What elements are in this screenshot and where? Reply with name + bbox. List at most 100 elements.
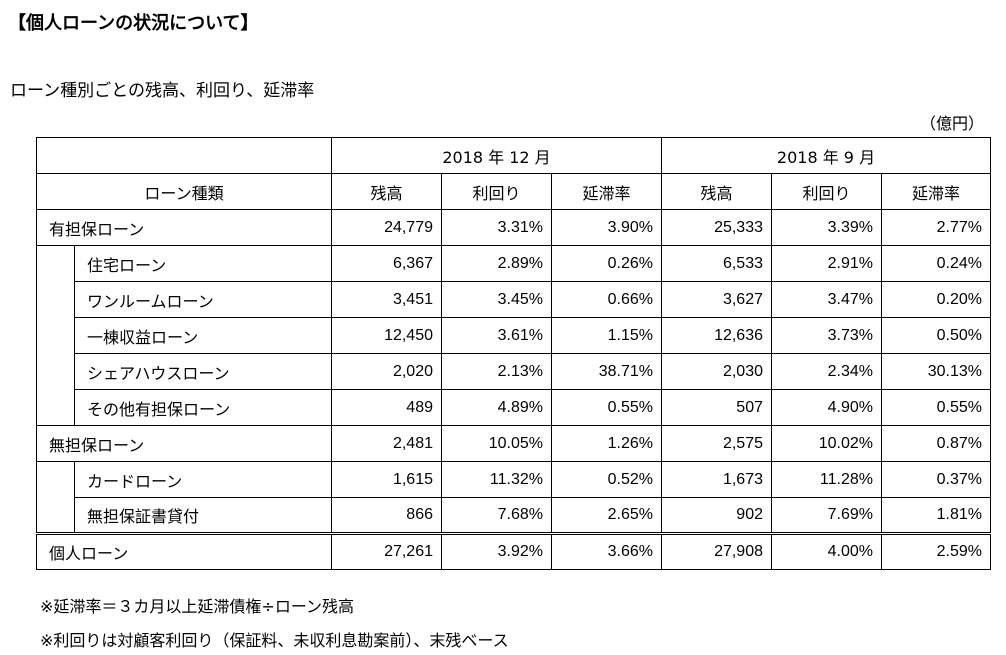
table-row: その他有担保ローン 489 4.89% 0.55% 507 4.90% 0.55… [37, 389, 991, 426]
cell-yield-a: 3.92% [441, 532, 552, 570]
indent-cell [36, 461, 75, 534]
cell-yield-b: 3.47% [771, 281, 882, 318]
cell-balance-b: 12,636 [661, 317, 772, 354]
cell-delinquency-b: 1.81% [881, 497, 991, 534]
cell-yield-a: 3.45% [441, 281, 552, 318]
row-label: 一棟収益ローン [74, 317, 332, 354]
header-delinquency-a: 延滞率 [551, 173, 662, 210]
header-delinquency-b: 延滞率 [881, 173, 991, 210]
cell-yield-a: 3.61% [441, 317, 552, 354]
cell-yield-b: 4.90% [771, 389, 882, 426]
cell-delinquency-b: 0.55% [881, 389, 991, 426]
cell-yield-a: 3.31% [441, 209, 552, 246]
unit-label: （億円） [919, 114, 984, 133]
row-label: カードローン [74, 461, 332, 498]
cell-delinquency-b: 0.24% [881, 245, 991, 282]
cell-delinquency-b: 0.50% [881, 317, 991, 354]
header-row-columns: ローン種類 残高 利回り 延滞率 残高 利回り 延滞率 [36, 173, 991, 210]
table-row: 無担保ローン 2,481 10.05% 1.26% 2,575 10.02% 0… [36, 425, 991, 462]
footnote-yield: ※利回りは対顧客利回り（保証料、未収利息勘案前）、末残ベース [40, 631, 509, 650]
row-label: 個人ローン [36, 532, 332, 570]
table-row: 住宅ローン 6,367 2.89% 0.26% 6,533 2.91% 0.24… [36, 245, 991, 426]
table-row: ワンルームローン 3,451 3.45% 0.66% 3,627 3.47% 0… [37, 281, 991, 318]
header-period-b: 2018 年 9 月 [661, 137, 991, 174]
table-row: カードローン 1,615 11.32% 0.52% 1,673 11.28% 0… [36, 461, 991, 534]
cell-balance-b: 3,627 [661, 281, 772, 318]
cell-yield-a: 4.89% [441, 389, 552, 426]
section-subtitle: ローン種別ごとの残高、利回り、延滞率 [10, 81, 315, 101]
cell-delinquency-a: 0.26% [551, 245, 662, 282]
cell-balance-a: 866 [331, 497, 442, 534]
table-row: 無担保証書貸付 866 7.68% 2.65% 902 7.69% 1.81% [37, 497, 991, 534]
cell-delinquency-a: 3.66% [551, 532, 662, 570]
header-row-period: 2018 年 12 月 2018 年 9 月 [36, 137, 991, 174]
cell-delinquency-a: 2.65% [551, 497, 662, 534]
cell-balance-a: 12,450 [331, 317, 442, 354]
cell-yield-b: 10.02% [771, 425, 882, 462]
cell-yield-a: 2.89% [441, 245, 552, 282]
cell-delinquency-b: 30.13% [881, 353, 991, 390]
cell-balance-b: 27,908 [661, 532, 772, 570]
page-title: 【個人ローンの状況について】 [8, 13, 259, 34]
cell-yield-b: 3.73% [771, 317, 882, 354]
cell-delinquency-b: 2.77% [881, 209, 991, 246]
cell-delinquency-a: 0.55% [551, 389, 662, 426]
cell-balance-a: 6,367 [331, 245, 442, 282]
cell-delinquency-a: 3.90% [551, 209, 662, 246]
cell-balance-b: 2,030 [661, 353, 772, 390]
cell-delinquency-b: 0.20% [881, 281, 991, 318]
table-row: 有担保ローン 24,779 3.31% 3.90% 25,333 3.39% 2… [36, 209, 991, 246]
cell-yield-a: 10.05% [441, 425, 552, 462]
cell-balance-a: 2,481 [331, 425, 442, 462]
cell-balance-a: 1,615 [331, 461, 442, 498]
row-label: 無担保ローン [36, 425, 332, 462]
cell-yield-a: 7.68% [441, 497, 552, 534]
cell-balance-b: 2,575 [661, 425, 772, 462]
row-label: 無担保証書貸付 [74, 497, 332, 534]
header-yield-b: 利回り [771, 173, 882, 210]
cell-balance-a: 27,261 [331, 532, 442, 570]
cell-delinquency-b: 0.87% [881, 425, 991, 462]
cell-balance-b: 6,533 [661, 245, 772, 282]
cell-delinquency-b: 2.59% [881, 532, 991, 570]
header-period-a: 2018 年 12 月 [331, 137, 662, 174]
cell-balance-a: 3,451 [331, 281, 442, 318]
loan-table: 2018 年 12 月 2018 年 9 月 ローン種類 残高 利回り 延滞率 … [36, 137, 991, 570]
cell-yield-a: 11.32% [441, 461, 552, 498]
cell-delinquency-b: 0.37% [881, 461, 991, 498]
row-label: 有担保ローン [36, 209, 332, 246]
total-row: 個人ローン 27,261 3.92% 3.66% 27,908 4.00% 2.… [36, 532, 991, 570]
cell-yield-b: 3.39% [771, 209, 882, 246]
cell-balance-b: 507 [661, 389, 772, 426]
cell-balance-a: 489 [331, 389, 442, 426]
cell-yield-b: 11.28% [771, 461, 882, 498]
cell-yield-b: 4.00% [771, 532, 882, 570]
row-label: その他有担保ローン [74, 389, 332, 426]
indent-cell [36, 245, 75, 426]
cell-balance-a: 24,779 [331, 209, 442, 246]
cell-yield-b: 2.91% [771, 245, 882, 282]
row-label: 住宅ローン [74, 245, 332, 282]
cell-balance-b: 902 [661, 497, 772, 534]
header-blank [36, 137, 332, 174]
cell-delinquency-a: 1.15% [551, 317, 662, 354]
row-label: ワンルームローン [74, 281, 332, 318]
cell-balance-b: 25,333 [661, 209, 772, 246]
cell-delinquency-a: 38.71% [551, 353, 662, 390]
cell-balance-a: 2,020 [331, 353, 442, 390]
footnote-delinquency: ※延滞率＝３カ月以上延滞債権÷ローン残高 [40, 597, 355, 616]
cell-delinquency-a: 0.66% [551, 281, 662, 318]
header-balance-b: 残高 [661, 173, 772, 210]
cell-delinquency-a: 1.26% [551, 425, 662, 462]
table-row: シェアハウスローン 2,020 2.13% 38.71% 2,030 2.34%… [37, 353, 991, 390]
cell-yield-b: 7.69% [771, 497, 882, 534]
header-loan-type: ローン種類 [36, 173, 332, 210]
row-label: シェアハウスローン [74, 353, 332, 390]
cell-yield-a: 2.13% [441, 353, 552, 390]
header-yield-a: 利回り [441, 173, 552, 210]
table-row: 一棟収益ローン 12,450 3.61% 1.15% 12,636 3.73% … [37, 317, 991, 354]
cell-delinquency-a: 0.52% [551, 461, 662, 498]
cell-yield-b: 2.34% [771, 353, 882, 390]
cell-balance-b: 1,673 [661, 461, 772, 498]
header-balance-a: 残高 [331, 173, 442, 210]
